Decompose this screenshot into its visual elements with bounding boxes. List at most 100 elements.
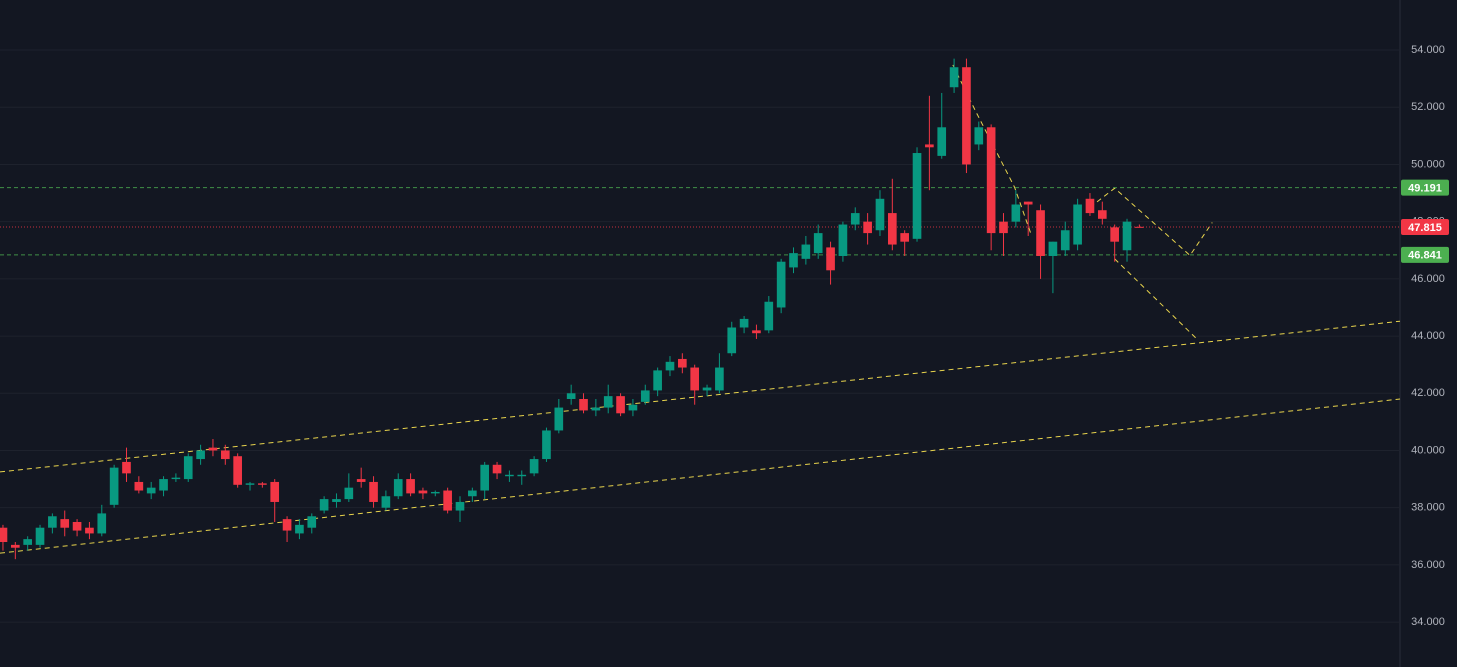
candle-body xyxy=(554,407,564,431)
candle-body xyxy=(517,474,527,477)
candle-body xyxy=(233,456,242,485)
candle-body xyxy=(282,519,292,531)
candle-body xyxy=(344,487,354,500)
candle-body xyxy=(912,153,922,239)
candle-body xyxy=(109,467,119,505)
candle-body xyxy=(369,481,378,502)
candle-body xyxy=(678,358,687,368)
candle-body xyxy=(813,233,823,254)
candle-body xyxy=(307,516,317,528)
price-label-box xyxy=(1401,246,1449,263)
candle-body xyxy=(986,127,996,234)
candle-body xyxy=(566,393,576,399)
candle-body xyxy=(492,464,502,474)
candle-body xyxy=(1135,226,1144,228)
candle-body xyxy=(171,477,181,480)
candle-body xyxy=(480,464,490,491)
candle-body xyxy=(888,213,897,245)
y-tick-label: 50.000 xyxy=(1411,158,1445,170)
candle-body xyxy=(937,127,947,156)
candle-body xyxy=(35,527,45,545)
candle-body xyxy=(85,527,94,534)
candle-body xyxy=(183,456,193,480)
candle-body xyxy=(579,398,588,411)
candle-body xyxy=(1097,210,1107,219)
candle-body xyxy=(591,407,601,411)
candle-body xyxy=(220,450,230,460)
candle-body xyxy=(875,198,885,231)
candle-body xyxy=(801,244,811,259)
candle-body xyxy=(1023,201,1033,205)
price-label: 47.815 xyxy=(1408,222,1442,234)
candle-body xyxy=(505,474,514,477)
y-tick-label: 36.000 xyxy=(1411,559,1445,571)
candle-body xyxy=(443,490,452,511)
candle-body xyxy=(925,144,934,148)
candle-body xyxy=(1060,230,1070,251)
candle-body xyxy=(134,481,144,491)
trend-line xyxy=(1089,187,1213,257)
candle-body xyxy=(727,327,737,354)
candle-body xyxy=(826,247,835,271)
candle-body xyxy=(739,318,749,328)
candle-body xyxy=(332,499,341,502)
candle-body xyxy=(270,481,280,502)
candle-body xyxy=(1085,198,1095,214)
y-tick-label: 38.000 xyxy=(1411,502,1445,514)
trend-line xyxy=(0,398,1401,554)
candle-body xyxy=(838,224,848,256)
candle-body xyxy=(616,396,625,414)
candle-body xyxy=(196,450,205,460)
candle-body xyxy=(962,67,971,165)
candle-body xyxy=(863,221,872,234)
candle-body xyxy=(715,367,724,391)
price-label: 46.841 xyxy=(1408,250,1442,262)
candle-body xyxy=(542,430,551,460)
candle-body xyxy=(974,127,984,145)
candle-body xyxy=(1073,204,1082,245)
candle-body xyxy=(10,544,20,548)
candle-body xyxy=(702,387,712,391)
y-tick-label: 34.000 xyxy=(1411,616,1445,628)
candle-body xyxy=(146,487,156,494)
trend-line xyxy=(0,320,1401,473)
trend-line xyxy=(1114,258,1198,340)
candle-body xyxy=(776,261,786,308)
candle-body xyxy=(653,370,662,391)
candle-body xyxy=(789,253,798,268)
candle-body xyxy=(1110,227,1119,242)
candle-body xyxy=(258,483,267,485)
candle-body xyxy=(208,447,218,451)
candle-body xyxy=(468,490,477,497)
candle-body xyxy=(393,479,403,497)
price-label-box xyxy=(1401,179,1449,196)
candle-body xyxy=(97,513,107,534)
candle-body xyxy=(1011,204,1021,222)
y-tick-label: 42.000 xyxy=(1411,387,1445,399)
candle-body xyxy=(850,213,860,225)
candle-body xyxy=(1122,221,1132,251)
candle-body xyxy=(640,390,650,402)
candle-body xyxy=(0,527,8,543)
candle-body xyxy=(430,491,440,494)
candle-body xyxy=(665,361,675,371)
candle-body xyxy=(381,496,391,508)
candle-body xyxy=(603,396,613,408)
candle-body xyxy=(406,479,415,494)
y-tick-label: 54.000 xyxy=(1411,44,1445,56)
candle-body xyxy=(295,524,304,534)
candle-body xyxy=(455,501,465,511)
candle-body xyxy=(356,479,366,482)
candle-body xyxy=(1048,241,1058,256)
candle-body xyxy=(764,301,774,331)
candle-body xyxy=(418,490,428,494)
price-label: 49.191 xyxy=(1408,183,1442,195)
price-label-box xyxy=(1401,218,1449,235)
y-tick-label: 40.000 xyxy=(1411,444,1445,456)
candle-body xyxy=(529,459,539,474)
candle-body xyxy=(48,516,57,528)
candle-body xyxy=(1036,210,1045,256)
candle-body xyxy=(690,367,700,391)
